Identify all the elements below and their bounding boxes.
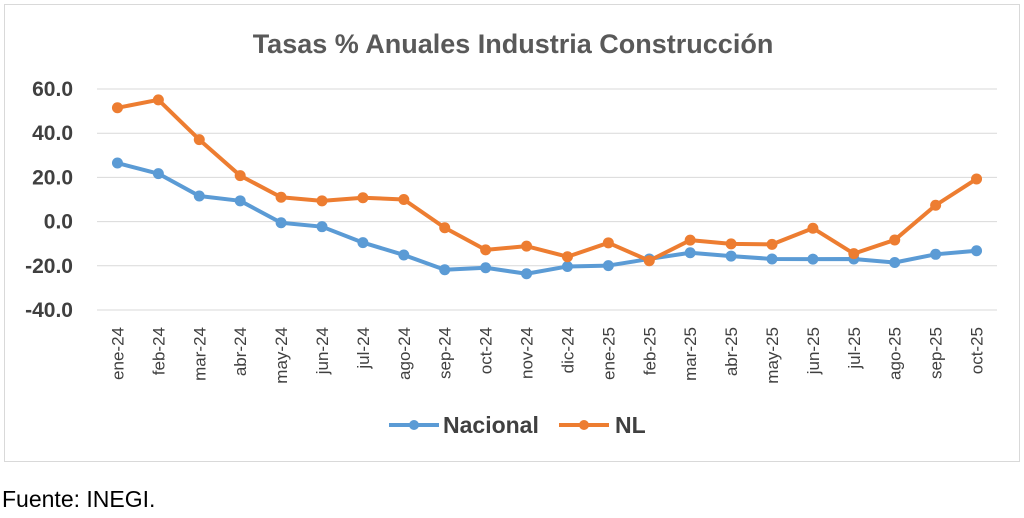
x-tick-label: feb-24 [149,327,168,375]
y-tick-label: 0.0 [44,211,73,234]
data-point-nl [193,134,205,146]
data-point-nacional [521,268,533,280]
x-tick-label: nov-24 [518,327,537,379]
y-axis-ticks: 60.0 40.0 20.0 0.0 -20.0 -40.0 [25,78,73,322]
data-point-nl [971,173,983,185]
x-tick-label: jun-25 [804,327,823,375]
x-tick-label: jun-24 [313,327,332,375]
data-point-nl [725,238,737,250]
x-tick-label: mar-25 [681,327,700,381]
data-point-nacional [766,253,778,265]
data-point-nacional [193,190,205,202]
data-point-nl [234,170,246,182]
chart-frame: Tasas % Anuales Industria Construcción 6… [4,4,1020,462]
y-tick-label: -20.0 [25,255,73,278]
x-tick-label: mar-24 [190,327,209,381]
data-point-nacional [398,249,410,261]
line-chart: Tasas % Anuales Industria Construcción 6… [25,29,997,438]
data-point-nacional [152,168,164,180]
data-point-nacional [439,264,451,276]
x-tick-label: feb-25 [640,327,659,375]
data-point-nl [152,94,164,106]
data-point-nacional [275,217,287,229]
x-tick-label: sep-24 [436,327,455,379]
data-point-nacional [111,157,123,169]
data-point-nl [889,234,901,246]
x-tick-label: may-24 [272,327,291,384]
data-point-nl [684,234,696,246]
series-line-nl [115,97,979,263]
x-tick-label: ago-25 [886,327,905,380]
data-point-nacional [234,195,246,207]
data-point-nacional [480,262,492,274]
data-point-nl [561,251,573,263]
x-tick-label: ago-24 [395,327,414,380]
data-point-nacional [561,260,573,272]
data-point-nacional [930,248,942,260]
data-point-nacional [889,256,901,268]
data-point-nacional [807,253,819,265]
x-tick-label: abr-25 [722,327,741,376]
x-tick-label: jul-25 [845,327,864,370]
legend-label-nl: NL [615,412,646,438]
data-point-nacional [725,250,737,262]
x-tick-label: oct-24 [477,327,496,374]
chart-title: Tasas % Anuales Industria Construcción [253,29,774,59]
x-tick-label: may-25 [763,327,782,384]
legend-label-nacional: Nacional [443,412,539,438]
data-point-nl [930,199,942,211]
source-note: Fuente: INEGI. [2,486,156,512]
x-tick-label: jul-24 [354,327,373,370]
x-tick-label: sep-25 [927,327,946,379]
data-point-nl [848,248,860,260]
data-point-nl [480,244,492,256]
y-tick-label: 20.0 [32,166,73,189]
data-point-nl [766,238,778,250]
legend-marker-nl [579,420,589,430]
x-tick-label: ene-24 [108,327,127,380]
data-point-nacional [684,247,696,259]
data-point-nacional [971,245,983,257]
data-point-nl [643,255,655,267]
data-point-nl [398,194,410,205]
y-tick-label: 40.0 [32,122,73,145]
legend: Nacional NL [389,412,646,438]
legend-marker-nacional [409,420,419,430]
y-tick-label: 60.0 [32,78,73,101]
x-tick-label: dic-24 [558,327,577,373]
x-tick-label: oct-25 [968,327,987,374]
data-point-nl [602,237,614,249]
data-point-nl [521,240,533,252]
x-tick-label: abr-24 [231,327,250,376]
data-point-nl [111,102,123,114]
series-lines [111,94,983,280]
y-tick-label: -40.0 [25,299,73,322]
data-point-nacional [316,221,328,233]
x-axis-ticks: ene-24 feb-24 mar-24 abr-24 may-24 jun-24 jul-… [108,327,986,384]
x-tick-label: ene-25 [599,327,618,380]
data-point-nl [316,195,328,207]
data-point-nl [357,192,369,204]
data-point-nl [439,222,451,234]
data-point-nacional [602,260,614,272]
data-point-nl [275,191,287,203]
series-line-nacional [115,161,979,276]
data-point-nacional [357,237,369,249]
data-point-nl [807,222,819,234]
